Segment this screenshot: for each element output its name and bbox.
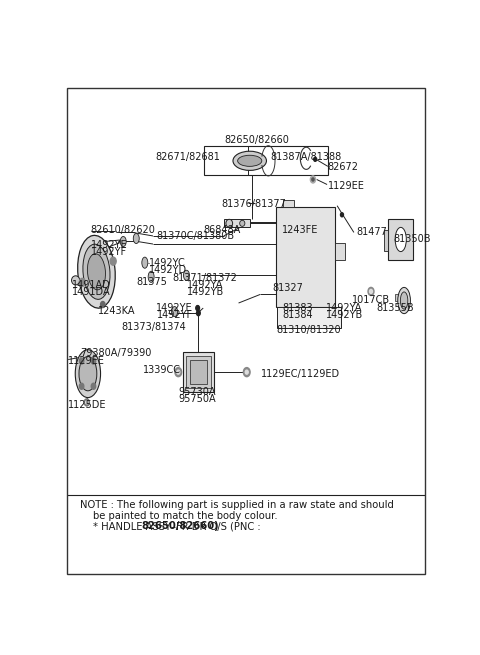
Ellipse shape <box>72 276 80 285</box>
Circle shape <box>177 370 180 374</box>
Text: 82610/82620: 82610/82620 <box>91 225 156 235</box>
Text: 1129EE: 1129EE <box>328 181 365 191</box>
Circle shape <box>79 358 84 364</box>
Ellipse shape <box>238 155 262 166</box>
Bar <box>190 360 206 384</box>
Text: 82650/82660): 82650/82660) <box>141 521 219 531</box>
Text: 95750A: 95750A <box>178 394 216 404</box>
Text: 1129EC/1129ED: 1129EC/1129ED <box>261 369 340 379</box>
Ellipse shape <box>83 244 110 299</box>
Circle shape <box>91 358 96 364</box>
Ellipse shape <box>79 356 97 391</box>
Text: 1492YE: 1492YE <box>156 303 193 312</box>
Text: 81376/81377: 81376/81377 <box>221 198 286 209</box>
Text: 1492YB: 1492YB <box>186 288 224 297</box>
Ellipse shape <box>240 220 245 227</box>
Text: 1125DE: 1125DE <box>68 400 106 411</box>
Circle shape <box>311 176 315 183</box>
Ellipse shape <box>142 257 148 269</box>
Ellipse shape <box>183 271 190 280</box>
Text: 81350B: 81350B <box>393 234 431 244</box>
Text: 81371/81372: 81371/81372 <box>173 273 238 284</box>
Text: 81370C/81380B: 81370C/81380B <box>156 231 235 241</box>
Circle shape <box>79 383 84 389</box>
Text: * HANDLE ASSY–FR DR O/S (PNC :: * HANDLE ASSY–FR DR O/S (PNC : <box>94 521 264 531</box>
Text: 81384: 81384 <box>283 310 313 320</box>
Bar <box>384 230 388 251</box>
Text: 81387A/81388: 81387A/81388 <box>270 152 341 162</box>
Ellipse shape <box>233 151 266 170</box>
Bar <box>204 146 328 176</box>
Text: be painted to match the body colour.: be painted to match the body colour. <box>94 511 278 521</box>
Text: 82672: 82672 <box>328 162 359 172</box>
Text: 1243KA: 1243KA <box>98 306 135 316</box>
Text: 79380A/79390: 79380A/79390 <box>81 348 152 358</box>
Ellipse shape <box>133 233 139 244</box>
Text: NOTE : The following part is supplied in a raw state and should: NOTE : The following part is supplied in… <box>81 500 395 510</box>
Text: 1243FE: 1243FE <box>282 225 318 235</box>
Bar <box>395 295 398 301</box>
Text: 81355B: 81355B <box>376 303 414 312</box>
Circle shape <box>196 310 200 316</box>
Bar <box>335 242 345 260</box>
Ellipse shape <box>78 235 115 308</box>
Text: 81375: 81375 <box>137 277 168 288</box>
Ellipse shape <box>395 227 407 252</box>
Bar <box>283 200 294 207</box>
Text: 1492YC: 1492YC <box>149 257 186 268</box>
Text: 1492YA: 1492YA <box>187 280 223 290</box>
Circle shape <box>84 399 89 406</box>
Bar <box>276 207 335 307</box>
Ellipse shape <box>400 292 408 309</box>
Circle shape <box>340 213 344 217</box>
Text: 81477: 81477 <box>356 227 387 237</box>
Circle shape <box>243 367 250 377</box>
Text: 82650/82660: 82650/82660 <box>225 135 289 145</box>
Text: 81327: 81327 <box>273 283 304 293</box>
Bar <box>388 219 413 260</box>
Text: 1492YB: 1492YB <box>325 310 363 320</box>
Circle shape <box>368 288 374 295</box>
Circle shape <box>312 178 314 181</box>
Bar <box>186 356 211 388</box>
Ellipse shape <box>120 236 126 246</box>
Ellipse shape <box>148 271 154 282</box>
Circle shape <box>91 383 96 389</box>
Ellipse shape <box>398 288 410 314</box>
Circle shape <box>85 401 88 404</box>
Circle shape <box>110 257 116 265</box>
Text: 1492YF: 1492YF <box>156 310 192 320</box>
Ellipse shape <box>87 253 106 290</box>
Circle shape <box>175 367 181 377</box>
Ellipse shape <box>75 350 100 398</box>
Text: 81383: 81383 <box>283 303 313 312</box>
Text: 95730A: 95730A <box>178 387 216 398</box>
Ellipse shape <box>172 307 178 316</box>
Text: 1492YE: 1492YE <box>91 240 127 250</box>
Circle shape <box>245 370 248 374</box>
Text: 1491AD: 1491AD <box>72 280 111 290</box>
Circle shape <box>196 305 200 310</box>
Text: 81373/81374: 81373/81374 <box>121 322 186 331</box>
Text: 1017CB: 1017CB <box>352 295 390 305</box>
Bar <box>277 307 341 328</box>
Text: 1339CC: 1339CC <box>143 365 181 375</box>
Text: 1492YA: 1492YA <box>326 303 362 312</box>
Text: 1492YF: 1492YF <box>91 247 127 257</box>
Circle shape <box>370 290 372 293</box>
Circle shape <box>79 278 85 286</box>
Circle shape <box>100 301 105 308</box>
Bar <box>224 219 250 227</box>
Circle shape <box>314 157 317 161</box>
Text: 1491DA: 1491DA <box>72 288 110 297</box>
Text: 86848A: 86848A <box>203 225 240 235</box>
Text: 1492YD: 1492YD <box>149 265 187 274</box>
Ellipse shape <box>226 219 233 227</box>
Text: 81310/81320: 81310/81320 <box>276 325 341 335</box>
Bar <box>183 352 214 392</box>
Text: 1129EE: 1129EE <box>68 356 105 366</box>
Text: 82671/82681: 82671/82681 <box>155 152 220 162</box>
